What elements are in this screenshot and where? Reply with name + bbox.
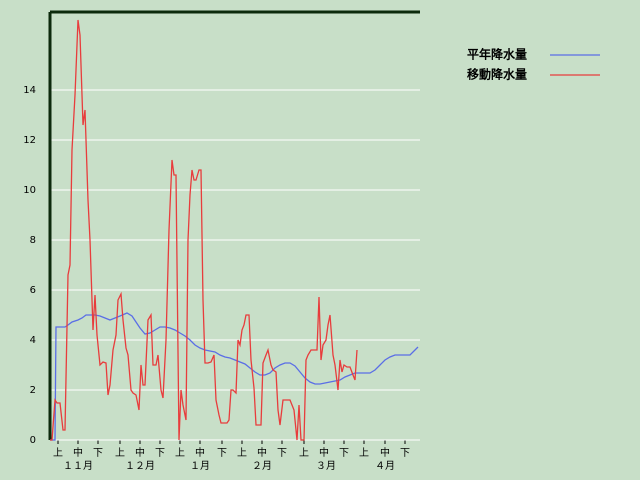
x-group-label: ２月: [252, 460, 272, 472]
x-tick-label: 下: [400, 448, 410, 459]
x-tick-label: 上: [115, 447, 125, 459]
x-tick-label: 中: [195, 446, 205, 459]
legend-label: 平年降水量: [467, 47, 527, 62]
y-tick-label: 12: [23, 135, 36, 146]
x-tick-label: 中: [319, 446, 329, 459]
x-group-label: ３月: [316, 460, 336, 472]
x-tick-label: 中: [380, 446, 390, 459]
x-tick-label: 上: [237, 447, 247, 459]
y-tick-label: 8: [30, 235, 36, 246]
x-tick-label: 下: [155, 448, 165, 459]
x-tick-label: 下: [277, 448, 287, 459]
x-group-label: １２月: [125, 460, 155, 472]
x-group-label: １１月: [63, 460, 93, 472]
series-line: [50, 312, 419, 441]
series-line: [50, 19, 358, 441]
y-tick-label: 10: [23, 185, 36, 196]
x-tick-label: 上: [53, 447, 63, 459]
x-tick-label: 中: [257, 446, 267, 459]
legend-label: 移動降水量: [467, 67, 527, 82]
x-tick-label: 中: [135, 446, 145, 459]
y-tick-label: 2: [30, 385, 36, 396]
x-group-label: １月: [190, 460, 210, 472]
x-tick-label: 上: [299, 447, 309, 459]
y-tick-label: 0: [30, 435, 36, 446]
y-tick-label: 4: [30, 335, 36, 346]
x-tick-label: 下: [217, 448, 227, 459]
x-tick-label: 中: [73, 446, 83, 459]
x-group-label: ４月: [375, 460, 395, 472]
x-tick-label: 上: [175, 447, 185, 459]
x-tick-label: 下: [93, 448, 103, 459]
x-tick-label: 下: [339, 448, 349, 459]
y-tick-label: 6: [30, 285, 36, 296]
y-tick-label: 14: [23, 85, 36, 96]
x-tick-label: 上: [359, 447, 369, 459]
